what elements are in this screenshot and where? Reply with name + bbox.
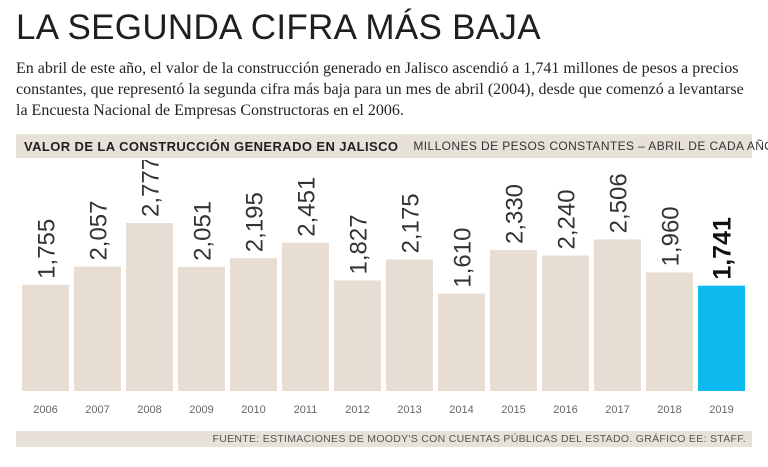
chart-subtitle: En abril de este año, el valor de la con… bbox=[16, 60, 744, 119]
bar-2015 bbox=[490, 250, 537, 391]
bar-2017 bbox=[594, 239, 641, 391]
bar-chart: 1,755 2006 2,057 2007 2,777 2008 2,051 2009 2,19… bbox=[22, 160, 745, 416]
year-label-2015: 2015 bbox=[501, 404, 525, 416]
value-label-2009: 2,051 bbox=[190, 201, 217, 261]
value-label-2016: 2,240 bbox=[554, 189, 581, 249]
year-label-2009: 2009 bbox=[189, 404, 213, 416]
year-label-2016: 2016 bbox=[553, 404, 577, 416]
bar-2009 bbox=[178, 266, 225, 391]
value-label-2018: 1,960 bbox=[658, 206, 685, 266]
value-label-2012: 1,827 bbox=[346, 214, 373, 274]
value-label-2014: 1,610 bbox=[450, 228, 477, 288]
bar-2018 bbox=[646, 272, 693, 391]
chart-header-bar: VALOR DE LA CONSTRUCCIÓN GENERADO EN JAL… bbox=[16, 134, 768, 158]
year-label-2017: 2017 bbox=[605, 404, 629, 416]
value-label-2015: 2,330 bbox=[502, 184, 529, 244]
bar-2010 bbox=[230, 258, 277, 391]
bar-2012 bbox=[334, 280, 381, 391]
year-label-2008: 2008 bbox=[137, 404, 161, 416]
chart-header-main: VALOR DE LA CONSTRUCCIÓN GENERADO EN JAL… bbox=[24, 138, 399, 154]
chart-header-unit: MILLONES DE PESOS CONSTANTES – ABRIL DE … bbox=[413, 139, 768, 153]
year-label-2010: 2010 bbox=[241, 404, 265, 416]
bar-2008 bbox=[126, 222, 173, 391]
year-label-2018: 2018 bbox=[657, 404, 681, 416]
bar-2007 bbox=[74, 266, 121, 391]
bar-2019 bbox=[698, 285, 745, 391]
year-label-2019: 2019 bbox=[709, 404, 733, 416]
bar-2013 bbox=[386, 259, 433, 391]
value-label-2010: 2,195 bbox=[242, 192, 269, 252]
value-label-2019: 1,741 bbox=[709, 217, 737, 280]
bar-2011 bbox=[282, 242, 329, 391]
source-note: FUENTE: ESTIMACIONES DE MOODY'S CON CUEN… bbox=[16, 431, 752, 447]
value-label-2007: 2,057 bbox=[86, 200, 113, 260]
value-label-2006: 1,755 bbox=[34, 219, 61, 279]
year-label-2013: 2013 bbox=[397, 404, 421, 416]
value-label-2011: 2,451 bbox=[294, 177, 321, 237]
year-label-2012: 2012 bbox=[345, 404, 369, 416]
value-label-2013: 2,175 bbox=[398, 193, 425, 253]
value-label-2008: 2,777 bbox=[138, 160, 165, 217]
bar-2014 bbox=[438, 293, 485, 391]
value-label-2017: 2,506 bbox=[606, 173, 633, 233]
year-label-2014: 2014 bbox=[449, 404, 473, 416]
year-label-2007: 2007 bbox=[85, 404, 109, 416]
year-label-2011: 2011 bbox=[294, 404, 318, 416]
year-label-2006: 2006 bbox=[33, 404, 57, 416]
bar-2016 bbox=[542, 255, 589, 391]
chart-title: LA SEGUNDA CIFRA MÁS BAJA bbox=[16, 8, 541, 47]
bar-2006 bbox=[22, 284, 69, 391]
